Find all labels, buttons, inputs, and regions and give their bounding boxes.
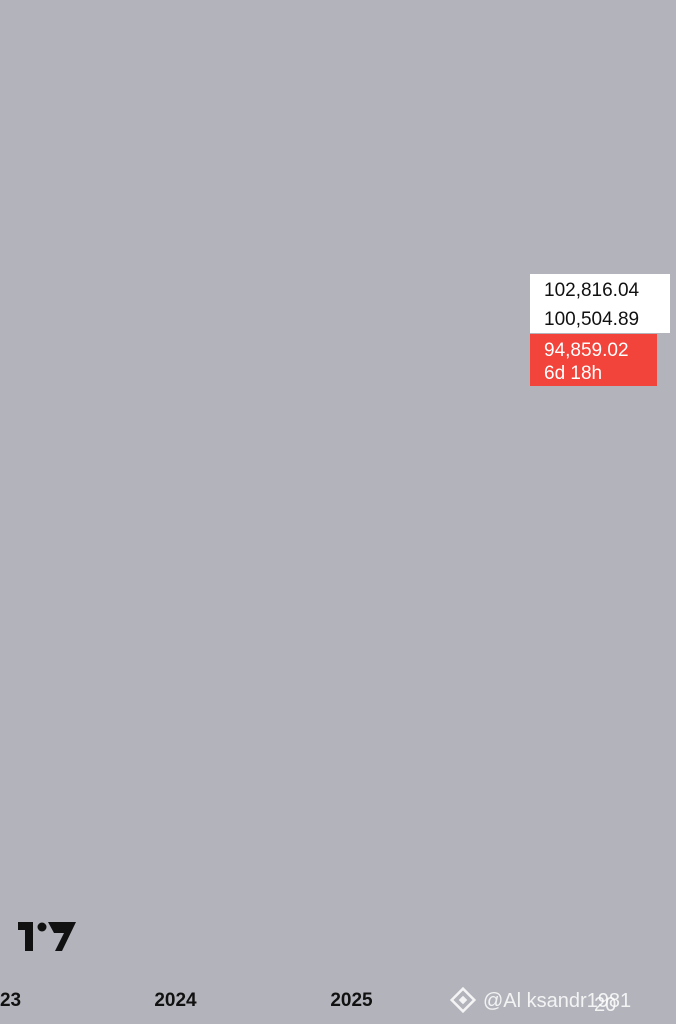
watermark-text: @Al ksandr1981 bbox=[483, 990, 631, 1012]
x-tick-label: 2023 bbox=[0, 990, 21, 1011]
price-label: 100,504.89 bbox=[544, 309, 639, 330]
tradingview-logo-icon bbox=[18, 922, 76, 951]
x-tick-label: 2024 bbox=[154, 990, 197, 1011]
last-price-label-bg bbox=[530, 334, 657, 386]
price-label-bg bbox=[530, 274, 670, 304]
price-label-bg bbox=[530, 303, 670, 333]
watermark-year: 20 bbox=[594, 994, 616, 1016]
price-label: 102,816.04 bbox=[544, 280, 640, 301]
x-axis: 2023 2024 2025 bbox=[0, 990, 373, 1011]
watermark: @Al ksandr1981 20 bbox=[449, 986, 631, 1016]
last-price-label: 94,859.02 bbox=[544, 340, 629, 361]
x-tick-label: 2025 bbox=[330, 990, 373, 1011]
binance-diamond-icon bbox=[449, 986, 477, 1014]
countdown-label: 6d 18h bbox=[544, 363, 602, 384]
